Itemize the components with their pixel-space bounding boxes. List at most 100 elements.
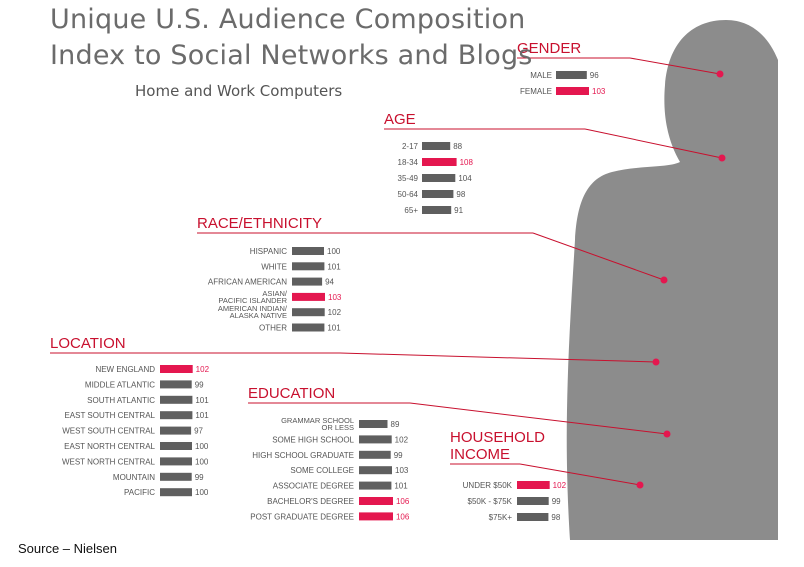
label-pacific: PACIFIC xyxy=(124,488,155,497)
value-50-64: 98 xyxy=(456,190,465,199)
bar-asian-pacific-islander xyxy=(292,292,325,301)
connector-dot-age xyxy=(718,154,726,162)
heading-race-ethnicity: RACE/ETHNICITY xyxy=(197,215,322,232)
connector-household-income xyxy=(519,463,641,486)
connector-race-ethnicity xyxy=(532,232,665,281)
bar-2-17 xyxy=(422,142,451,150)
label-asian-pacific-islander-line-2: PACIFIC ISLANDER xyxy=(218,296,287,305)
label-50-64: 50-64 xyxy=(398,190,419,199)
bar-south-atlantic xyxy=(160,395,193,404)
label-mountain: MOUNTAIN xyxy=(113,473,155,482)
label-new-england: NEW ENGLAND xyxy=(95,365,155,374)
label-east-north-central: EAST NORTH CENTRAL xyxy=(64,442,155,451)
value-post-graduate-degree: 106 xyxy=(396,512,410,521)
label-post-graduate-degree: POST GRADUATE DEGREE xyxy=(250,512,354,521)
value-some-college: 103 xyxy=(395,466,409,475)
label-asian-pacific-islander: ASIAN/ xyxy=(262,289,288,298)
label-other: OTHER xyxy=(259,324,287,333)
label-hispanic: HISPANIC xyxy=(250,247,287,256)
bar-west-north-central xyxy=(160,457,192,466)
bar-west-south-central xyxy=(160,426,192,435)
silhouette xyxy=(566,20,778,540)
bar-associate-degree xyxy=(359,481,392,490)
label-under-50k: UNDER $50K xyxy=(463,481,513,490)
value-18-34: 108 xyxy=(460,158,474,167)
label-west-north-central: WEST NORTH CENTRAL xyxy=(62,457,156,466)
bar-35-49 xyxy=(422,174,456,182)
value-bachelor-s-degree: 106 xyxy=(396,497,410,506)
label-50k-75k: $50K - $75K xyxy=(468,497,513,506)
connector-location xyxy=(339,352,657,363)
bar-male xyxy=(556,71,587,79)
bar-bachelor-s-degree xyxy=(359,497,393,505)
value-mountain: 99 xyxy=(195,473,204,482)
connector-dot-gender xyxy=(716,70,724,78)
label-male: MALE xyxy=(530,71,552,80)
bar-65 xyxy=(422,206,452,214)
label-2-17: 2-17 xyxy=(402,142,419,151)
value-male: 96 xyxy=(590,71,599,80)
value-east-north-central: 100 xyxy=(195,442,209,451)
chart-title-line-2: Index to Social Networks and Blogs xyxy=(50,40,533,71)
value-high-school-graduate: 99 xyxy=(394,451,403,460)
connector-age xyxy=(584,128,723,159)
value-asian-pacific-islander: 103 xyxy=(328,293,342,302)
bar-pacific xyxy=(160,488,192,497)
label-18-34: 18-34 xyxy=(398,158,419,167)
bar-middle-atlantic xyxy=(160,380,192,389)
label-high-school-graduate: HIGH SCHOOL GRADUATE xyxy=(252,451,354,460)
connector-dot-household-income xyxy=(636,481,644,489)
bar-50k-75k xyxy=(517,497,549,505)
label-65: 65+ xyxy=(404,206,418,215)
value-75k: 98 xyxy=(551,513,560,522)
heading-household-income-line-2: INCOME xyxy=(450,446,510,463)
chart-title-line-1: Unique U.S. Audience Composition xyxy=(50,4,526,35)
connector-dot-education xyxy=(663,430,671,438)
bar-75k xyxy=(517,513,549,521)
label-grammar-school-or-less-line-2: OR LESS xyxy=(321,423,354,432)
label-african-american: AFRICAN AMERICAN xyxy=(208,278,287,287)
bar-african-american xyxy=(292,277,323,286)
bar-hispanic xyxy=(292,247,324,255)
value-south-atlantic: 101 xyxy=(195,396,209,405)
value-hispanic: 100 xyxy=(327,247,341,256)
value-middle-atlantic: 99 xyxy=(195,380,204,389)
bar-new-england xyxy=(160,365,193,373)
heading-education: EDUCATION xyxy=(248,385,335,402)
value-female: 103 xyxy=(592,87,606,96)
heading-age: AGE xyxy=(384,111,416,128)
connector-gender xyxy=(629,57,721,75)
heading-location: LOCATION xyxy=(50,335,126,352)
value-pacific: 100 xyxy=(195,488,209,497)
value-grammar-school-or-less: 89 xyxy=(391,420,400,429)
value-american-indian-alaska-native: 102 xyxy=(328,308,342,317)
heading-gender: GENDER xyxy=(517,40,581,57)
bar-grammar-school-or-less xyxy=(359,420,388,428)
bar-female xyxy=(556,87,589,95)
bar-high-school-graduate xyxy=(359,450,391,459)
value-35-49: 104 xyxy=(458,174,472,183)
label-white: WHITE xyxy=(261,262,287,271)
value-african-american: 94 xyxy=(325,278,334,287)
connector-dot-race-ethnicity xyxy=(660,276,668,284)
label-south-atlantic: SOUTH ATLANTIC xyxy=(87,396,155,405)
label-bachelor-s-degree: BACHELOR'S DEGREE xyxy=(267,497,354,506)
bar-post-graduate-degree xyxy=(359,512,393,521)
label-some-high-school: SOME HIGH SCHOOL xyxy=(272,435,354,444)
bar-mountain xyxy=(160,472,192,481)
value-white: 101 xyxy=(327,262,341,271)
value-west-north-central: 100 xyxy=(195,457,209,466)
connector-education xyxy=(409,402,668,435)
bar-east-south-central xyxy=(160,411,193,420)
value-other: 101 xyxy=(327,324,341,333)
bar-under-50k xyxy=(517,481,550,489)
connector-dot-location xyxy=(652,358,660,366)
value-associate-degree: 101 xyxy=(394,482,408,491)
heading-household-income: HOUSEHOLD xyxy=(450,429,545,446)
label-middle-atlantic: MIDDLE ATLANTIC xyxy=(85,380,155,389)
value-east-south-central: 101 xyxy=(195,411,209,420)
label-grammar-school-or-less: GRAMMAR SCHOOL xyxy=(281,416,354,425)
label-associate-degree: ASSOCIATE DEGREE xyxy=(273,482,354,491)
